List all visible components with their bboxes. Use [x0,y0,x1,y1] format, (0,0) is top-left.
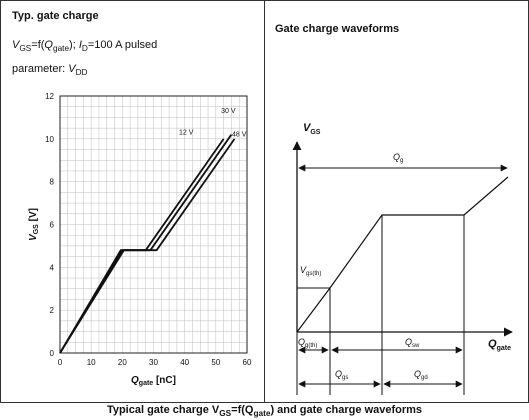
x-tick-label: 40 [180,358,189,367]
series-line-48v [59,138,236,354]
x-tick-label: 60 [243,358,252,367]
y-tick-label: 6 [50,221,55,230]
series-label: 30 V [221,108,236,115]
y-tick-label: 4 [50,263,55,272]
y-tick-label: 8 [50,178,55,187]
figure-caption: Typical gate charge VGS=f(Qgate) and gat… [106,404,423,419]
qg-th-label: Qg(th) [298,337,317,349]
x-tick-label: 20 [118,358,127,367]
left-chart-subtitle: VGS=f(Qgate); ID=100 A pulsed [12,39,158,54]
x-axis-label: Qgate [nC] [131,375,176,387]
y-axis-label: VGS [V] [28,208,40,241]
qg-label: Qg [393,152,403,164]
left-chart-parameter: parameter: VDD [12,63,88,78]
y-tick-label: 2 [50,306,55,315]
waveform-y-label: VGS [303,122,321,136]
y-tick-label: 10 [45,135,54,144]
waveform-curve [296,176,509,333]
panel-divider [264,0,265,403]
series-label: 48 V [232,132,247,139]
series-label: 12 V [179,130,194,137]
x-tick-label: 50 [211,358,220,367]
gate-charge-chart: 0 10 20 30 40 50 60 0 2 4 6 8 10 12 12 V 30 V 48 V Qgate … [28,92,252,387]
y-tick-label: 12 [45,92,54,101]
qgd-label: Qgd [414,369,428,381]
x-tick-label: 0 [58,358,63,367]
x-tick-label: 30 [149,358,158,367]
vgs-th-label: Vgs(th) [300,265,321,277]
right-chart-title: Gate charge waveforms [275,23,400,35]
left-chart-title: Typ. gate charge [12,10,99,22]
qsw-label: Qsw [405,337,420,349]
y-tick-label: 0 [50,349,55,358]
qgs-label: Qgs [335,369,348,381]
waveform-x-label: Qgate [488,338,511,352]
plot-area-frame [59,95,248,354]
gate-charge-waveforms: VGS Qgate Qg Vgs(th) Qg(th) Qsw Qgs Qgd [292,122,513,395]
x-tick-label: 10 [87,358,96,367]
